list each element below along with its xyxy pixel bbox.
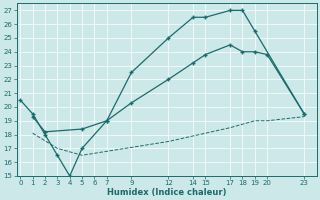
X-axis label: Humidex (Indice chaleur): Humidex (Indice chaleur)	[107, 188, 226, 197]
